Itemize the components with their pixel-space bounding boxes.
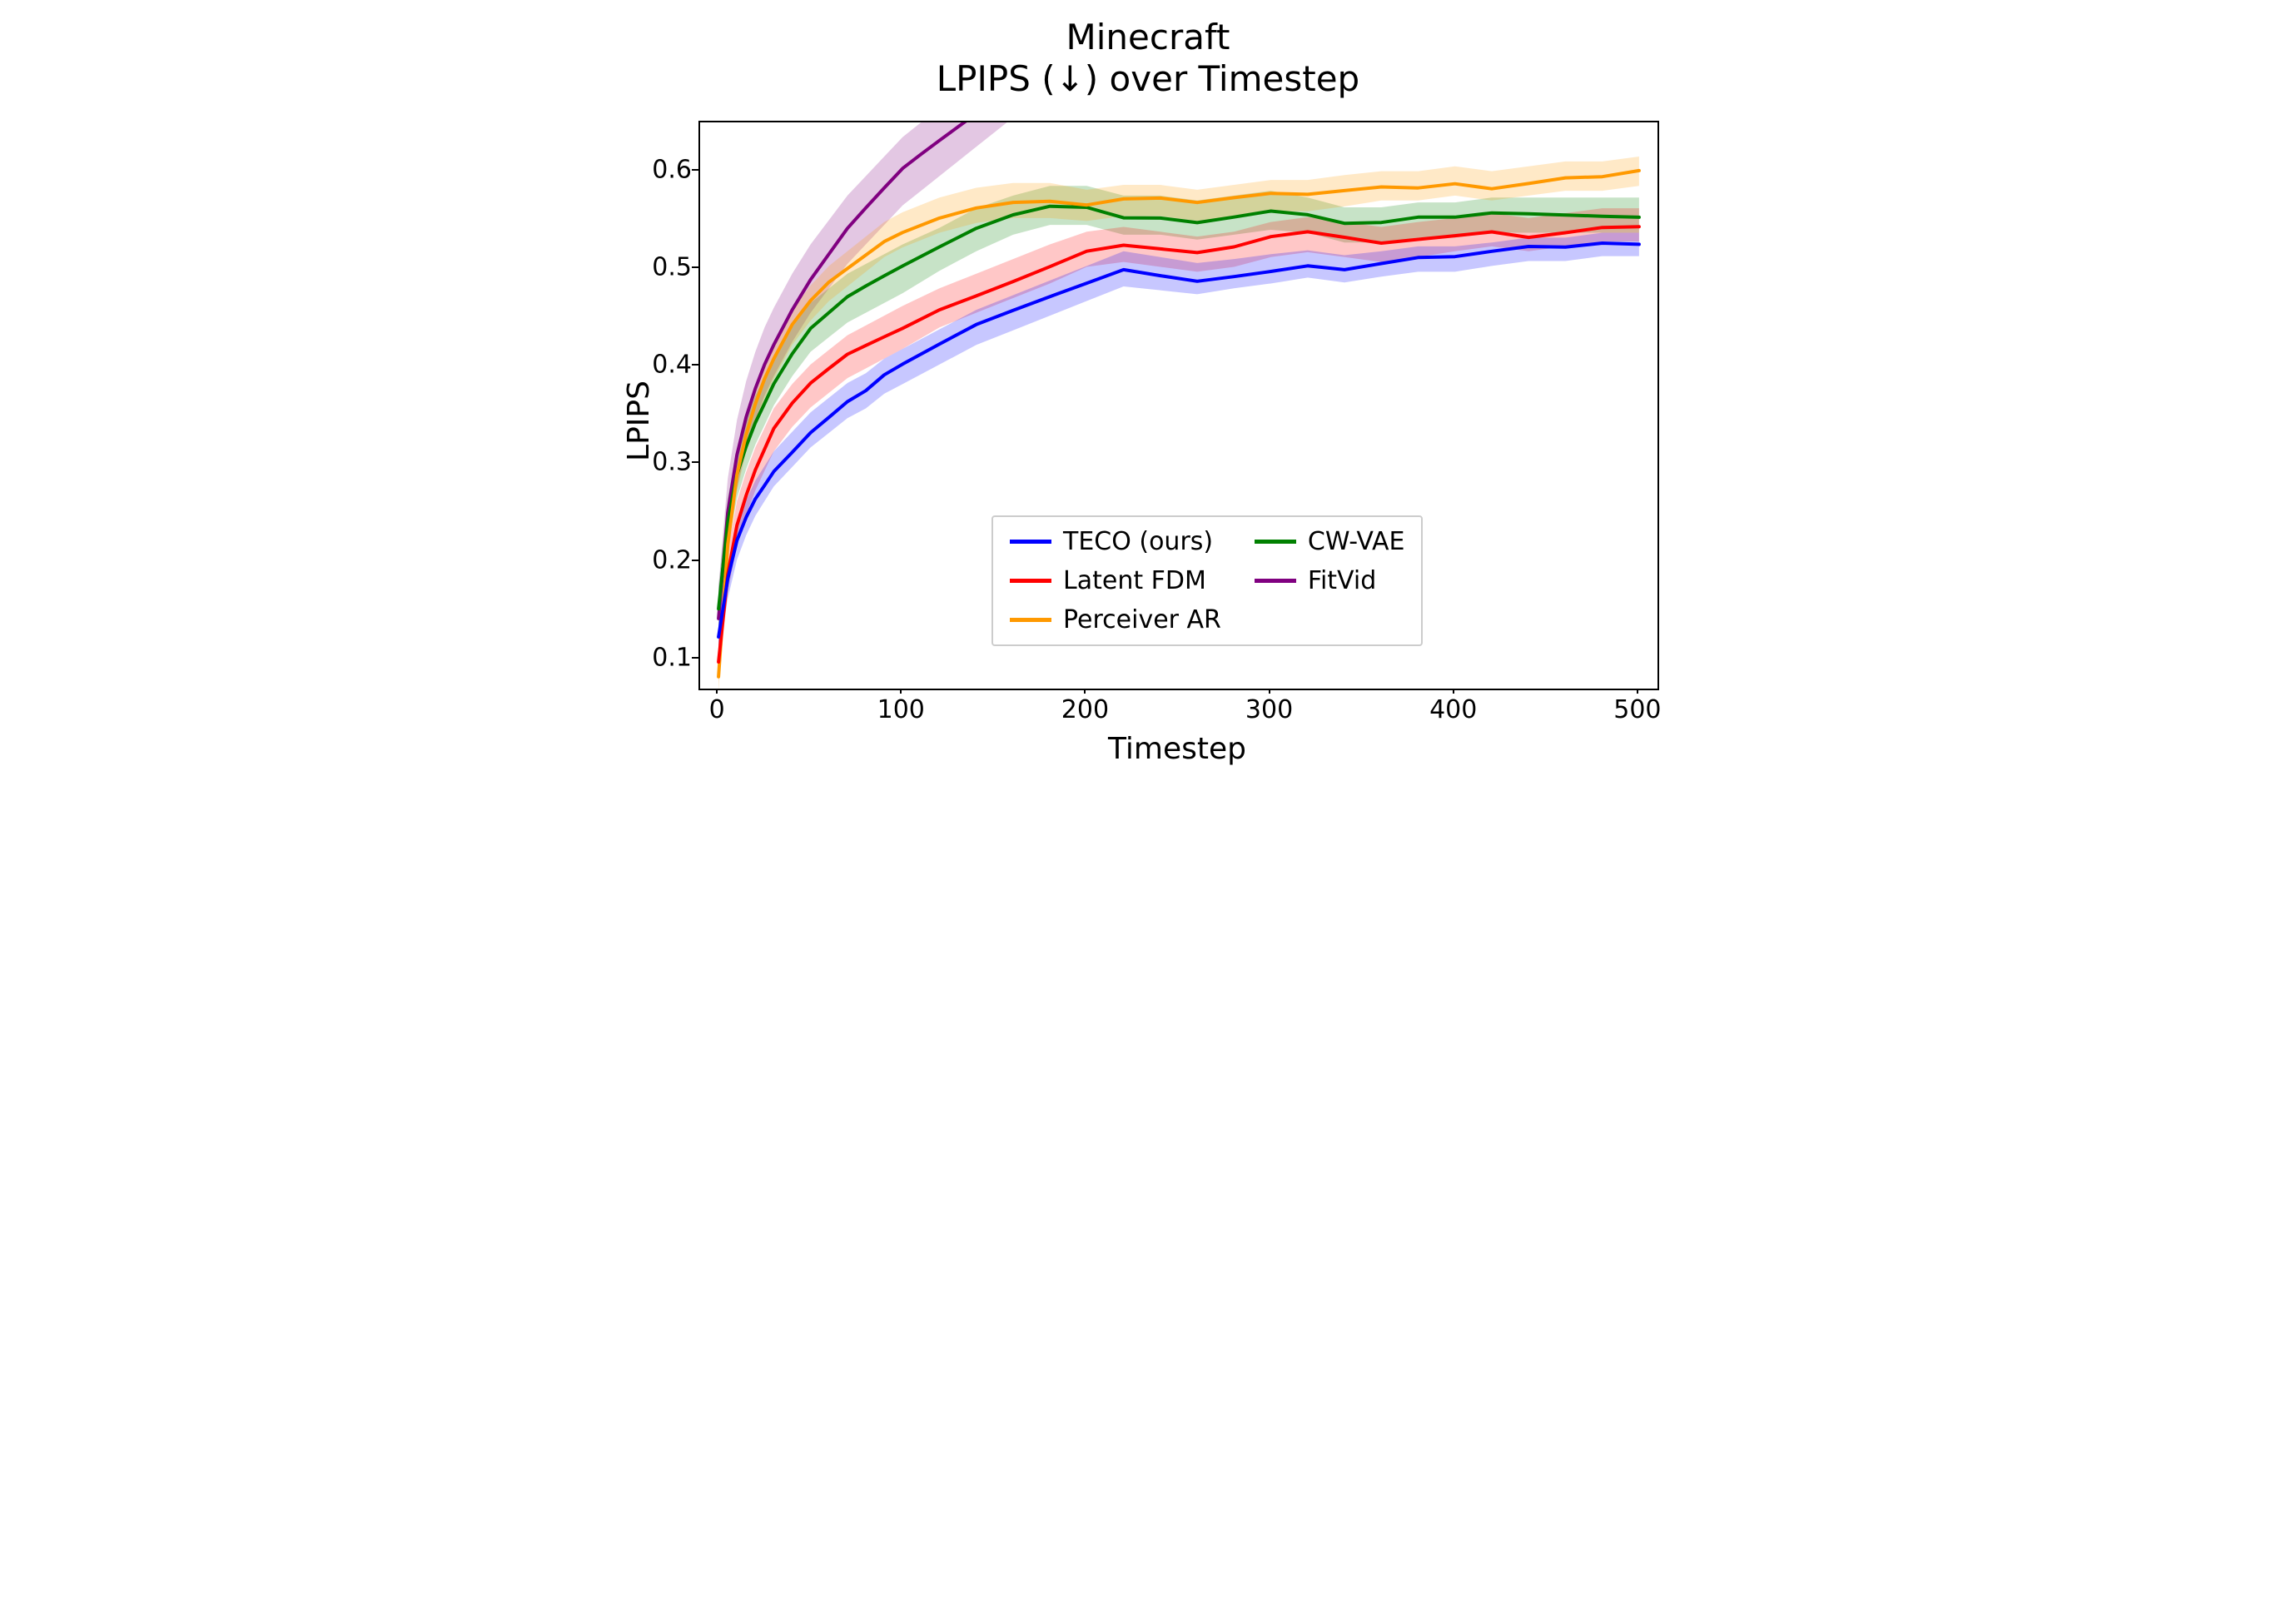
legend-label: Latent FDM <box>1063 566 1206 595</box>
legend-label: TECO (ours) <box>1063 527 1213 556</box>
y-tick-mark <box>692 364 698 366</box>
x-tick-label: 400 <box>1429 695 1477 724</box>
y-tick-label: 0.1 <box>625 643 692 672</box>
x-axis-label: Timestep <box>698 732 1656 766</box>
y-tick-label: 0.5 <box>625 252 692 281</box>
x-tick-label: 200 <box>1061 695 1109 724</box>
legend-item-cw_vae: CW-VAE <box>1255 527 1405 556</box>
legend-swatch <box>1010 579 1051 583</box>
x-tick-label: 0 <box>709 695 725 724</box>
y-tick-label: 0.4 <box>625 351 692 380</box>
y-tick-mark <box>692 560 698 561</box>
plot-area: TECO (ours) Latent FDM Perceiver AR CW-VAE F… <box>698 121 1659 690</box>
y-tick-mark <box>692 169 698 171</box>
title-line-1: Minecraft <box>1066 17 1230 57</box>
y-tick-label: 0.2 <box>625 545 692 575</box>
legend-item-teco: TECO (ours) <box>1010 527 1221 556</box>
legend-label: Perceiver AR <box>1063 605 1221 634</box>
y-tick-mark <box>692 657 698 659</box>
x-tick-label: 100 <box>877 695 925 724</box>
y-tick-mark <box>692 266 698 268</box>
legend-swatch <box>1255 540 1296 544</box>
legend-item-perceiver_ar: Perceiver AR <box>1010 605 1221 634</box>
y-tick-label: 0.3 <box>625 448 692 477</box>
legend-swatch <box>1255 579 1296 583</box>
y-tick-label: 0.6 <box>625 155 692 184</box>
legend-item-fitvid: FitVid <box>1255 566 1405 595</box>
x-tick-label: 500 <box>1613 695 1661 724</box>
legend-swatch <box>1010 540 1051 544</box>
legend-label: CW-VAE <box>1308 527 1405 556</box>
legend-item-latent_fdm: Latent FDM <box>1010 566 1221 595</box>
chart-title: Minecraft LPIPS (↓) over Timestep <box>574 17 1722 99</box>
legend-label: FitVid <box>1308 566 1376 595</box>
legend: TECO (ours) Latent FDM Perceiver AR CW-VAE F… <box>991 515 1423 646</box>
legend-swatch <box>1010 618 1051 622</box>
y-tick-mark <box>692 461 698 463</box>
x-tick-label: 300 <box>1245 695 1293 724</box>
chart-container: Minecraft LPIPS (↓) over Timestep LPIPS … <box>574 0 1722 799</box>
title-line-2: LPIPS (↓) over Timestep <box>937 58 1359 99</box>
